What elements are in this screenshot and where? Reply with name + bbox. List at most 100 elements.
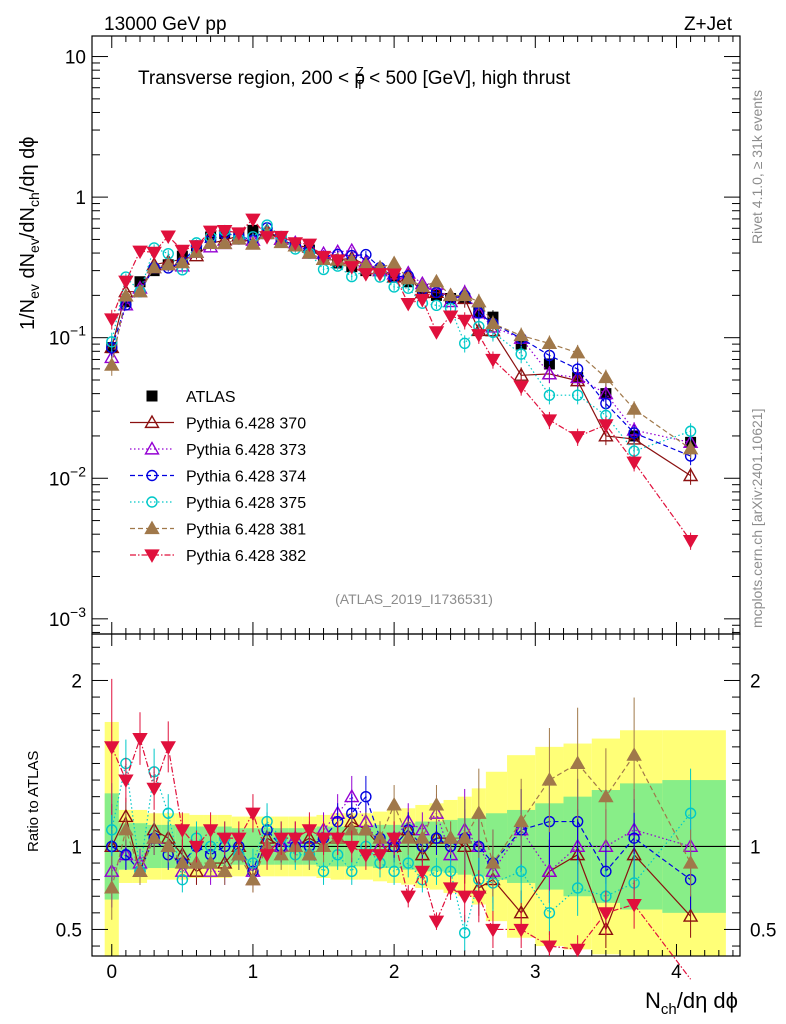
series-pythia-6-428-381-ratio-point — [160, 838, 176, 853]
x-tick-label: 1 — [248, 962, 259, 983]
chart-title: Transverse region, 200 < pZ T < 500 [GeV]… — [138, 64, 571, 92]
ratio-axis-label: Ratio to ATLAS — [25, 751, 42, 852]
series-pythia-6-428-374-ratio-point — [120, 849, 132, 861]
legend-pythia-6-428-382-label: Pythia 6.428 382 — [186, 548, 306, 565]
series-pythia-6-428-375-ratio-point — [388, 865, 400, 878]
series-pythia-6-428-375-ratio-point — [684, 807, 697, 819]
series-pythia-6-428-381-point — [456, 287, 473, 302]
series-pythia-6-428-370-point — [598, 428, 614, 442]
series-pythia-6-428-375-point — [684, 425, 697, 437]
series-pythia-6-428-381-ratio-point — [428, 797, 445, 811]
series-pythia-6-428-375-ratio-point — [106, 824, 118, 836]
series-pythia-6-428-381-point — [202, 235, 219, 250]
series-pythia-6-428-382-point — [188, 240, 205, 254]
series-pythia-6-428-381-point — [160, 256, 176, 271]
series-pythia-6-428-381-point — [386, 255, 402, 270]
legend: ATLAS Pythia 6.428 370 Pythia 6.428 373 Pyt… — [130, 389, 306, 565]
series-pythia-6-428-382-point — [329, 254, 346, 268]
series-pythia-6-428-382-ratio-point — [315, 832, 332, 847]
series-pythia-6-428-382-ratio-point — [358, 849, 374, 863]
ratio-tick-label: 2 — [71, 671, 82, 692]
series-pythia-6-428-375-point — [430, 299, 443, 311]
y-tick-label: 10−3 — [49, 604, 86, 631]
series-pythia-6-428-375-ratio-point — [515, 865, 527, 878]
series-pythia-6-428-381-ratio-point — [626, 747, 642, 761]
legend-pythia-6-428-381-marker — [144, 520, 160, 535]
series-pythia-6-428-382-ratio-point — [485, 923, 501, 938]
series-pythia-6-428-381-point — [541, 335, 558, 350]
ratio-tick-label-right: 1 — [750, 837, 761, 858]
series-pythia-6-428-381-point — [132, 283, 148, 298]
series-pythia-6-428-382-ratio-point — [414, 865, 431, 880]
series-pythia-6-428-381-point — [174, 254, 191, 269]
series-pythia-6-428-382-ratio-point — [598, 907, 614, 921]
series-pythia-6-428-375-point — [388, 281, 400, 293]
series-pythia-6-428-375-point — [106, 336, 118, 348]
series-pythia-6-428-382-point — [569, 431, 586, 445]
ratio-tick-label: 1 — [71, 837, 82, 858]
series-pythia-6-428-382-ratio-point — [188, 840, 205, 855]
series-pythia-6-428-374-point — [628, 427, 640, 439]
x-tick-label: 3 — [530, 962, 541, 983]
x-axis-label: Nch/dη dϕ — [645, 988, 738, 1018]
series-pythia-6-428-381-point — [104, 357, 120, 371]
series-pythia-6-428-381-ratio-point — [358, 821, 374, 836]
series-pythia-6-428-375-ratio-point — [430, 865, 443, 878]
series-pythia-6-428-381-point — [216, 235, 233, 250]
series-pythia-6-428-381-ratio-point — [485, 855, 501, 869]
series-pythia-6-428-382-point — [231, 227, 247, 241]
legend-pythia-6-428-370-marker — [144, 414, 160, 429]
series-pythia-6-428-382-point — [400, 297, 416, 312]
series-pythia-6-428-375-point — [402, 282, 414, 294]
series-pythia-6-428-381-ratio-point — [569, 755, 586, 770]
series-pythia-6-428-382-point — [541, 414, 558, 428]
series-pythia-6-428-382-point — [682, 535, 699, 549]
legend-pythia-6-428-381-label: Pythia 6.428 381 — [186, 522, 306, 539]
series-pythia-6-428-375-point — [571, 389, 584, 401]
series-pythia-6-428-382-point — [315, 250, 332, 265]
series-pythia-6-428-381-point — [626, 401, 642, 415]
series-pythia-6-428-382-ratio-point — [428, 915, 445, 930]
series-pythia-6-428-370-line — [111, 229, 691, 477]
series-pythia-6-428-382-point — [202, 225, 219, 240]
series-pythia-6-428-381-ratio-point — [442, 830, 459, 844]
series-pythia-6-428-381-ratio-point — [132, 863, 148, 877]
x-tick-label: 4 — [671, 962, 682, 983]
series-pythia-6-428-382-ratio-point — [287, 832, 304, 847]
series-pythia-6-428-374-ratio-point — [360, 790, 372, 803]
series-pythia-6-428-382-point — [485, 353, 501, 368]
analysis-id: (ATLAS_2019_I1736531) — [335, 591, 493, 607]
series-pythia-6-428-375-ratio-point — [247, 857, 259, 869]
series-pythia-6-428-382-ratio-point — [400, 890, 416, 905]
series-pythia-6-428-374-ratio-point — [430, 832, 443, 844]
series-pythia-6-428-375-point — [515, 348, 527, 360]
series-pythia-6-428-374-point — [600, 397, 612, 410]
series-pythia-6-428-381-ratio-point — [386, 797, 402, 811]
series-pythia-6-428-382-point — [428, 326, 445, 340]
rivet-label: Rivet 4.1.0, ≥ 31k events — [749, 90, 765, 244]
series-pythia-6-428-382-point — [626, 456, 642, 471]
top-axes: 10−3 10−2 10−1 1 10 — [49, 35, 741, 635]
reference-label: mcplots.cern.ch [arXiv:2401.10621] — [749, 409, 765, 628]
series-pythia-6-428-382-point — [160, 230, 176, 245]
series-pythia-6-428-381-line — [111, 232, 691, 450]
series-pythia-6-428-373-point — [541, 365, 558, 380]
series-pythia-6-428-374-ratio-point — [628, 832, 640, 844]
series-pythia-6-428-382-ratio-point — [442, 882, 459, 896]
series-pythia-6-428-382-ratio-point — [569, 943, 586, 958]
series-pythia-6-428-375-ratio-point — [459, 927, 471, 939]
series-pythia-6-428-374-point — [571, 363, 584, 375]
series-pythia-6-428-382-point — [118, 275, 134, 290]
series-pythia-6-428-381-ratio-point — [216, 863, 233, 877]
series-pythia-6-428-382-ratio-point — [541, 940, 558, 954]
series-pythia-6-428-375-ratio-point — [543, 907, 556, 919]
series-pythia-6-428-375-ratio-point — [444, 865, 457, 878]
ratio-series — [104, 678, 699, 980]
series-pythia-6-428-381-point — [301, 245, 318, 259]
series-pythia-6-428-381-point — [569, 344, 586, 359]
series-pythia-6-428-382-ratio-point — [231, 832, 247, 847]
series-pythia-6-428-381-point — [682, 440, 699, 455]
legend-atlas-label: ATLAS — [186, 389, 236, 406]
series-pythia-6-428-370-point — [682, 467, 699, 482]
